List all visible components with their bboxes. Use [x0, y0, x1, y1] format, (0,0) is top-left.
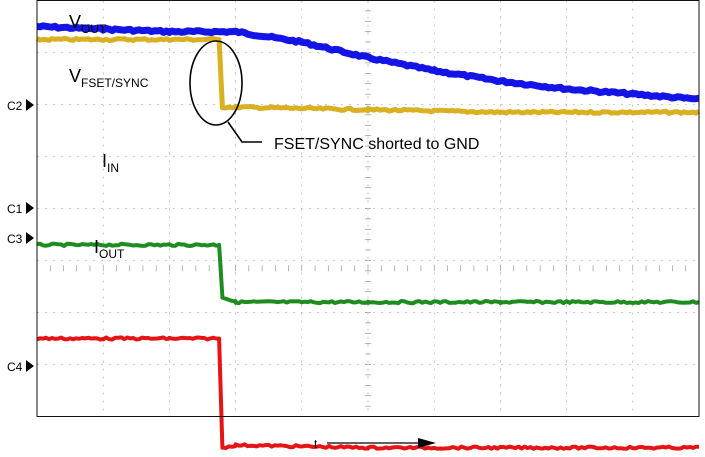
series-line-v-fset-sync	[35, 36, 701, 116]
series-label-vfset: VFSET/SYNC	[69, 66, 149, 90]
series-line-v-out	[36, 22, 700, 103]
annotation-leader-line	[227, 121, 262, 143]
svg-text:C1: C1	[7, 202, 23, 216]
svg-text:C3: C3	[7, 232, 23, 246]
series-line-i-in	[36, 241, 700, 306]
svg-text:C4: C4	[7, 360, 23, 374]
channel-marker-c3: C3	[7, 232, 34, 246]
channel-marker-c1: C1	[7, 202, 34, 216]
annotation-highlight-ellipse	[189, 40, 243, 126]
channel-marker-c4: C4	[7, 360, 34, 374]
time-arrow-head	[418, 438, 436, 448]
plot-frame	[36, 0, 700, 417]
series-label-iout: IOUT	[94, 237, 125, 261]
grid	[36, 0, 700, 417]
traces	[35, 22, 701, 451]
series-label-vout: VOUT	[69, 12, 107, 36]
channel-marker-c2: C2	[7, 99, 34, 113]
svg-text:C2: C2	[7, 99, 23, 113]
series-line-i-out	[36, 335, 700, 451]
annotation-text: FSET/SYNC shorted to GND	[274, 136, 479, 153]
x-axis-label: t	[314, 437, 318, 451]
series-label-iin: IIN	[102, 151, 119, 175]
